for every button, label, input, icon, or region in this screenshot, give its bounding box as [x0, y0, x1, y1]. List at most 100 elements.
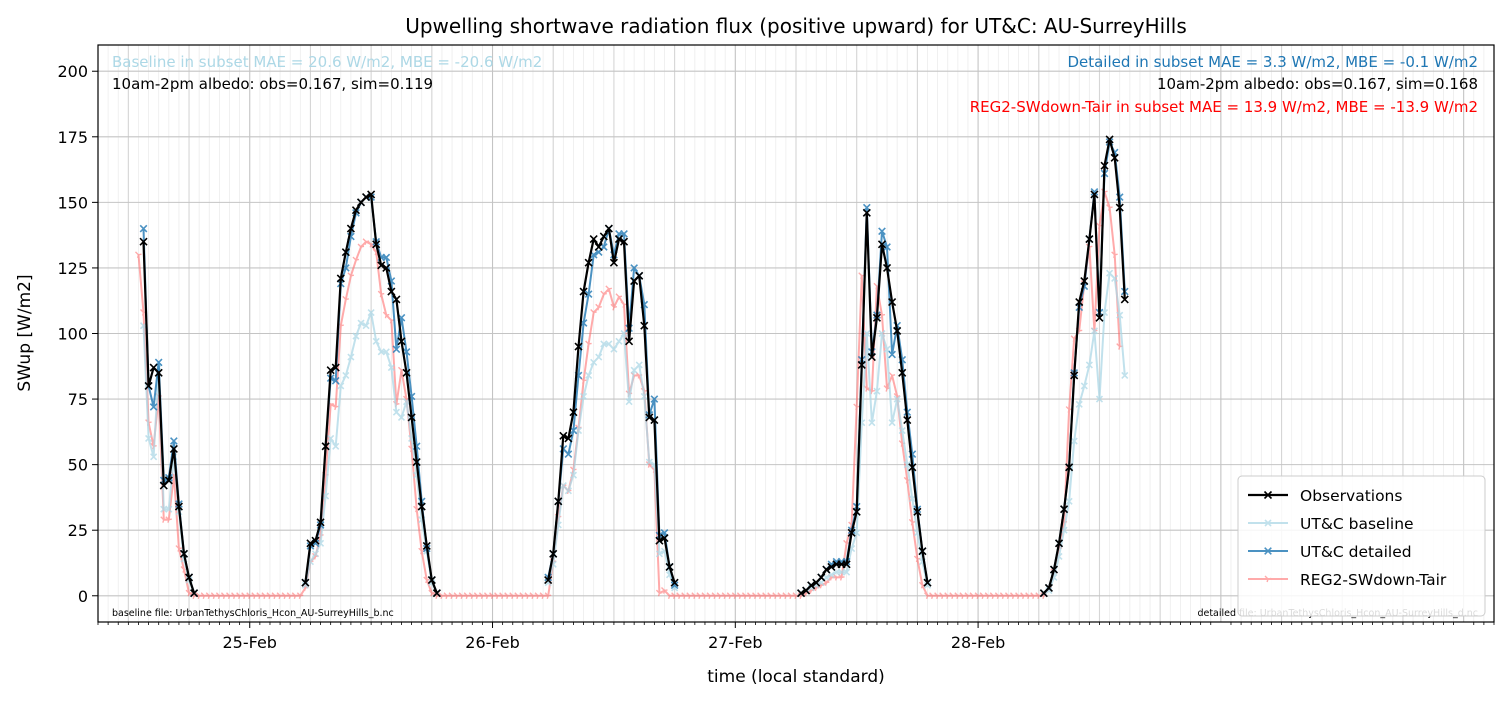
- baseline-stats-annotation: Baseline in subset MAE = 20.6 W/m2, MBE …: [112, 53, 542, 71]
- data-point: [539, 592, 547, 599]
- data-point: [660, 534, 669, 543]
- legend-swatch: [1248, 575, 1288, 583]
- data-point: [574, 342, 583, 351]
- data-point: [595, 303, 602, 311]
- data-point: [867, 353, 876, 362]
- data-point: [1095, 395, 1104, 403]
- data-point: [377, 290, 385, 298]
- data-point: [559, 482, 567, 490]
- data-point: [878, 227, 886, 236]
- data-point: [878, 329, 886, 338]
- data-point: [387, 364, 395, 372]
- data-point: [397, 413, 406, 421]
- data-point: [564, 450, 573, 459]
- data-point: [564, 434, 573, 443]
- data-point: [392, 345, 401, 354]
- data-point: [372, 337, 380, 345]
- x-tick-label: 25-Feb: [223, 633, 277, 652]
- data-point: [331, 376, 340, 385]
- data-point: [392, 408, 400, 416]
- data-point: [584, 258, 593, 267]
- legend-label: Observations: [1300, 487, 1402, 505]
- data-point: [610, 303, 618, 311]
- data-point: [999, 592, 1007, 599]
- data-point: [1111, 251, 1118, 259]
- data-point: [220, 592, 228, 599]
- data-point: [509, 592, 516, 599]
- data-point: [736, 592, 744, 599]
- data-point: [392, 295, 401, 304]
- data-point: [1264, 547, 1272, 555]
- data-point: [590, 358, 598, 366]
- y-grid-layer: [98, 70, 1494, 597]
- data-point: [362, 322, 370, 330]
- data-point: [610, 345, 618, 353]
- data-point: [796, 589, 806, 598]
- chart-title: Upwelling shortwave radiation flux (posi…: [405, 14, 1187, 38]
- data-point: [311, 550, 320, 558]
- data-point: [1070, 437, 1078, 445]
- data-point: [241, 592, 248, 599]
- data-point: [174, 502, 183, 511]
- y-tick-label: 125: [57, 259, 88, 278]
- data-point: [691, 592, 698, 599]
- data-point: [1030, 592, 1037, 599]
- data-point: [1090, 327, 1098, 335]
- data-point: [741, 592, 749, 599]
- data-point: [195, 592, 203, 599]
- data-point: [175, 545, 183, 552]
- data-point: [852, 507, 861, 516]
- data-point: [569, 471, 578, 479]
- data-point: [934, 592, 941, 599]
- data-point: [585, 340, 592, 348]
- data-point: [382, 263, 391, 272]
- data-point: [625, 398, 633, 406]
- data-point: [746, 592, 754, 599]
- data-point: [670, 581, 679, 590]
- data-point: [453, 592, 461, 599]
- data-point: [676, 592, 683, 599]
- data-point: [271, 592, 279, 599]
- data-point: [266, 592, 274, 599]
- data-point: [296, 592, 304, 599]
- data-point: [882, 263, 892, 272]
- data-point: [721, 592, 729, 599]
- data-point: [407, 413, 416, 422]
- legend-box: [1237, 475, 1486, 617]
- data-point: [888, 350, 896, 359]
- data-point: [554, 497, 563, 506]
- data-point: [711, 592, 719, 599]
- data-point: [969, 592, 977, 599]
- data-point: [1111, 274, 1119, 282]
- data-point: [544, 592, 552, 599]
- data-point: [665, 562, 674, 571]
- data-point: [888, 419, 896, 427]
- data-point: [514, 592, 521, 599]
- data-point: [569, 408, 578, 417]
- data-point: [362, 193, 371, 202]
- data-point: [1065, 463, 1074, 472]
- data-point: [660, 587, 668, 594]
- data-point: [666, 592, 673, 599]
- data-point: [226, 592, 233, 599]
- data-point: [215, 592, 223, 599]
- data-point: [281, 592, 289, 599]
- data-point: [726, 592, 734, 599]
- data-point: [524, 592, 532, 599]
- data-point: [1044, 583, 1053, 592]
- data-point: [655, 550, 664, 558]
- data-point: [1020, 592, 1027, 599]
- data-point: [843, 568, 851, 576]
- data-point: [1025, 592, 1032, 599]
- data-point: [342, 371, 350, 380]
- data-point: [432, 589, 441, 598]
- data-point: [1075, 297, 1084, 307]
- series-layer: [134, 135, 1129, 599]
- data-point: [609, 258, 618, 267]
- x-axis-label: time (local standard): [707, 667, 885, 687]
- data-point: [134, 251, 142, 259]
- data-point: [918, 547, 927, 556]
- data-point: [210, 592, 218, 599]
- data-point: [139, 237, 148, 246]
- data-point: [352, 256, 360, 264]
